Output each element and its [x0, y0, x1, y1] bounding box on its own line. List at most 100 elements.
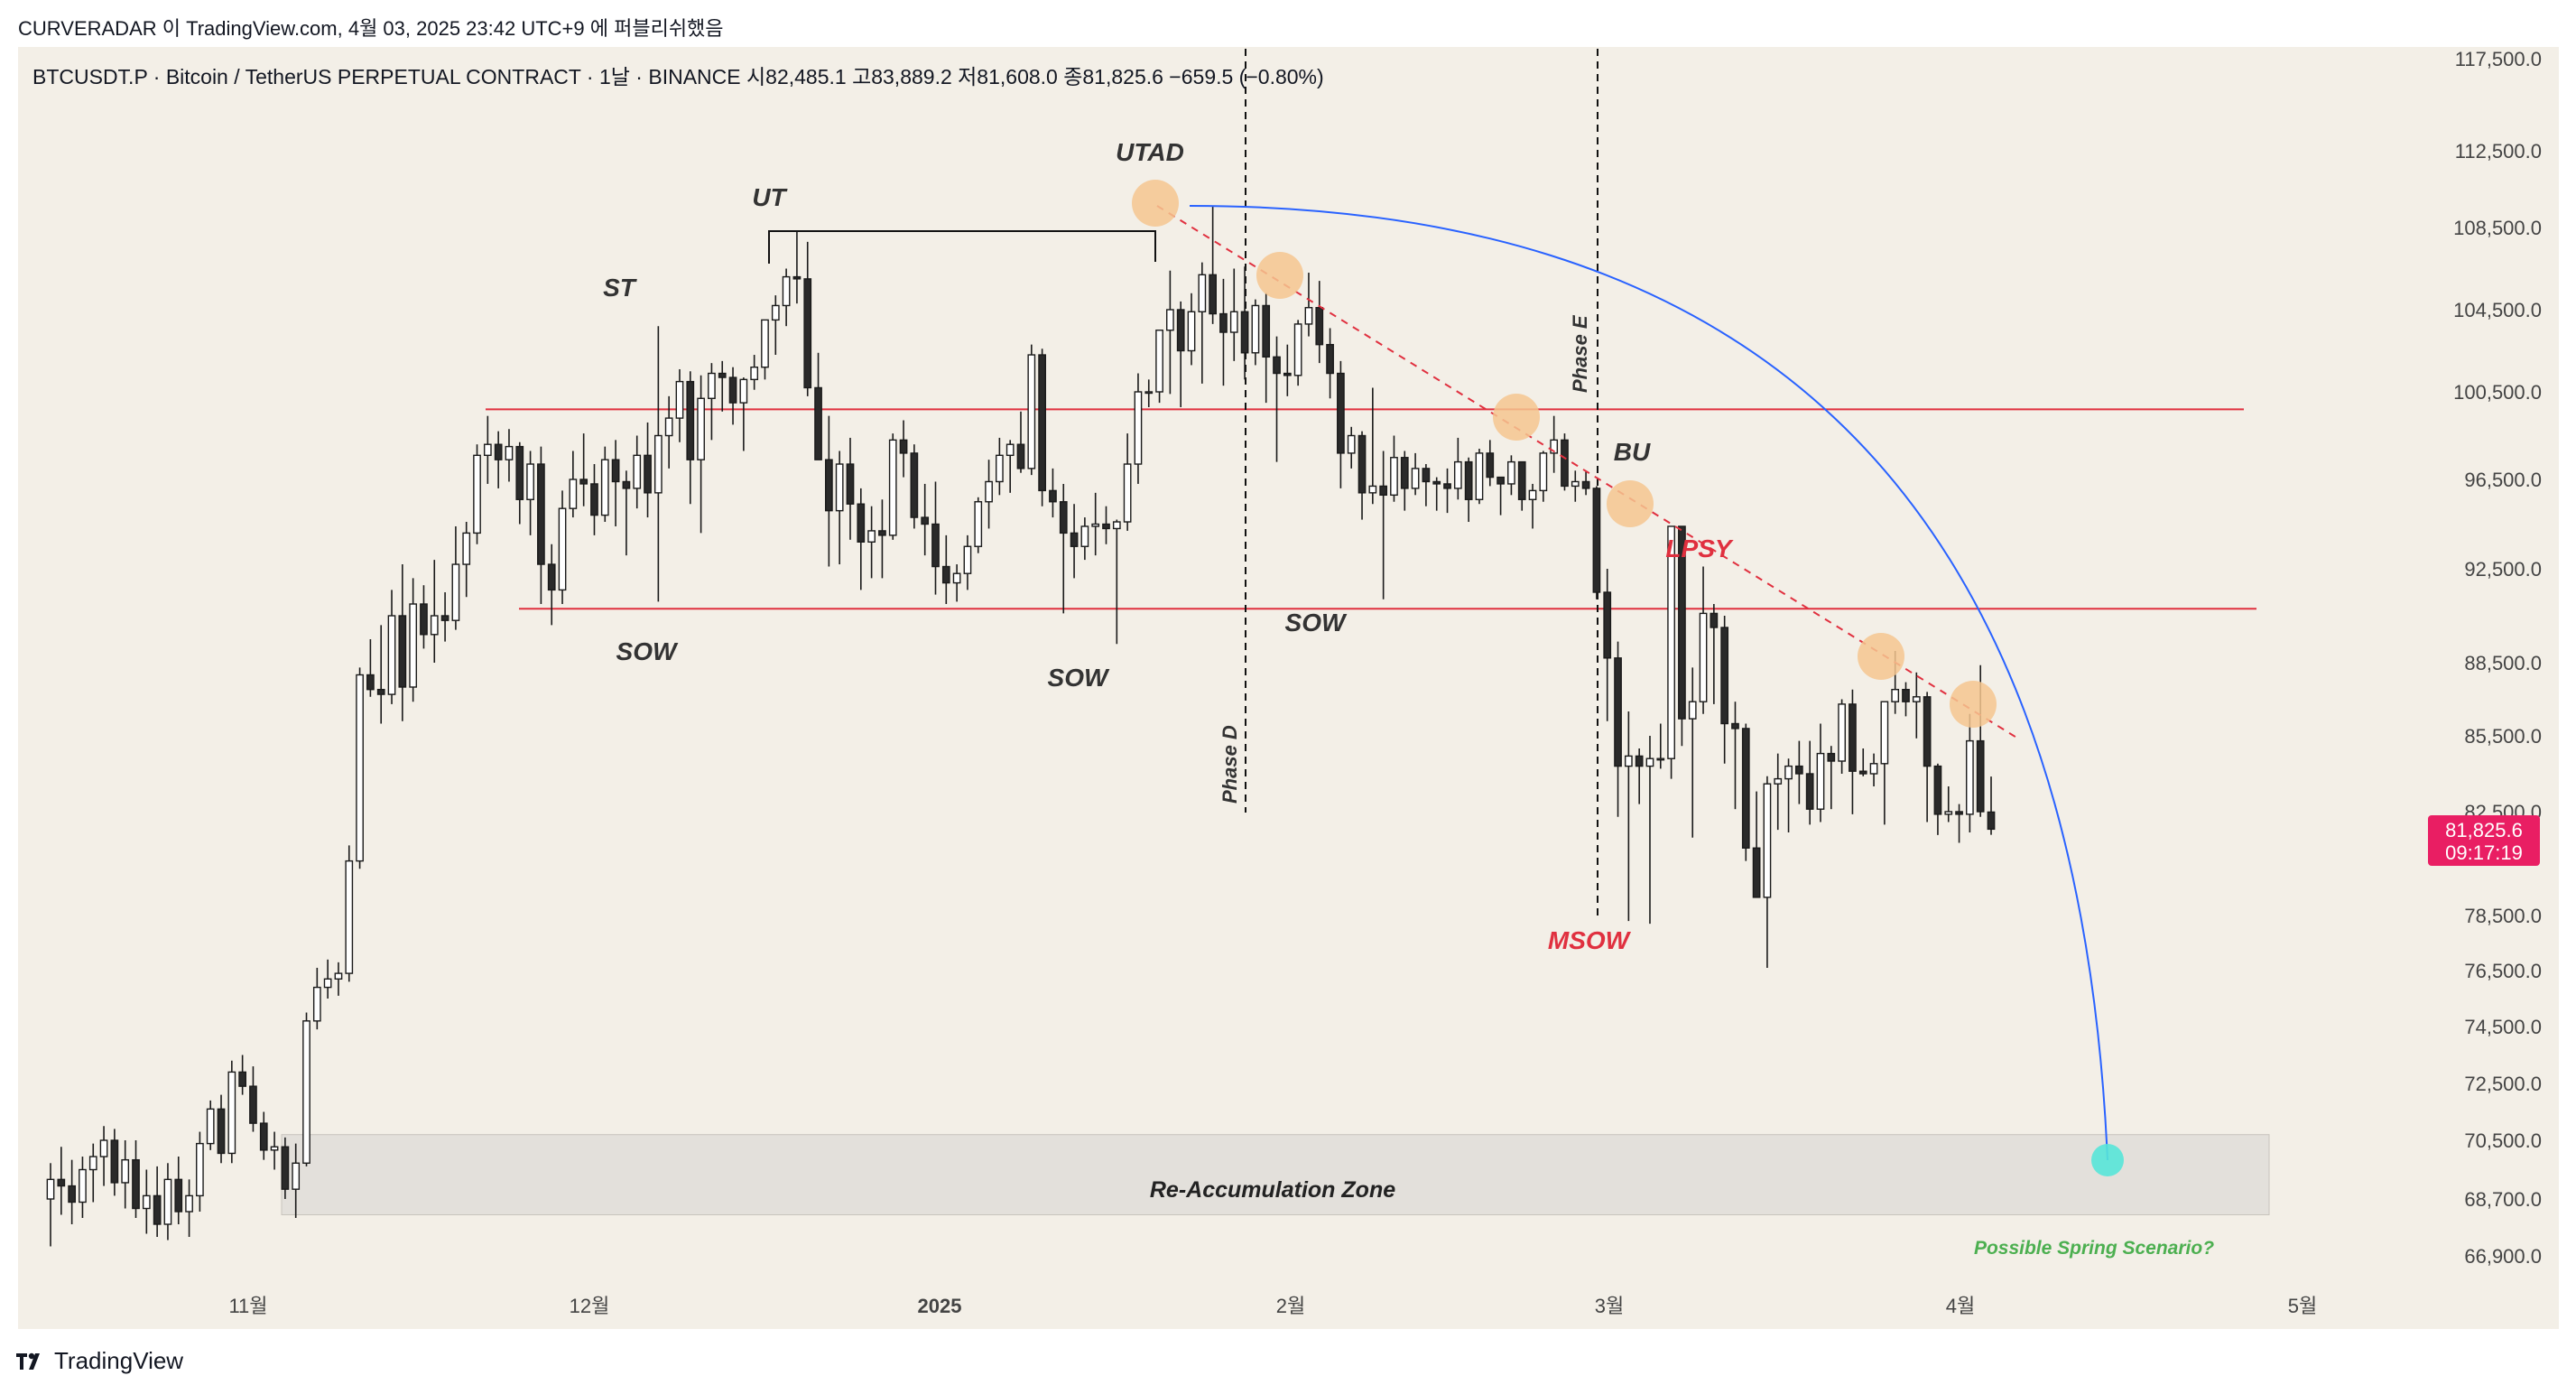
annotation-spring: Possible Spring Scenario?: [1974, 1238, 2214, 1259]
candle: [579, 433, 588, 506]
candle: [1912, 672, 1921, 739]
candle: [249, 1066, 257, 1132]
candle: [259, 1111, 268, 1160]
y-tick-label: 78,500.0: [2464, 905, 2542, 927]
candle: [974, 497, 983, 553]
candle: [1816, 723, 1825, 822]
annotation-ut: UT: [752, 183, 788, 211]
candle: [1038, 348, 1046, 506]
candle: [46, 1163, 55, 1247]
candle: [1187, 293, 1196, 366]
current-price-label: 81,825.6: [2445, 819, 2523, 841]
candle: [569, 451, 578, 518]
candle: [825, 415, 833, 567]
candle: [526, 451, 534, 535]
candle: [921, 483, 930, 556]
candle: [1849, 689, 1857, 814]
phase-e-label: Phase E: [1569, 314, 1591, 393]
candle: [1112, 519, 1121, 645]
candle: [1166, 270, 1174, 395]
candle: [728, 367, 737, 425]
candle: [1283, 344, 1292, 396]
candle: [515, 441, 524, 525]
candle: [1219, 278, 1228, 386]
candle: [88, 1143, 97, 1203]
candle: [1539, 451, 1548, 502]
y-tick-label: 112,500.0: [2455, 140, 2542, 163]
current-price-badge: 81,825.6 09:17:19: [2428, 815, 2540, 866]
y-axis[interactable]: 117,500.0 112,500.0 108,500.0 104,500.0 100,…: [2453, 48, 2542, 1268]
candle: [1752, 791, 1761, 898]
candle: [1016, 411, 1025, 473]
lpsy-highlight-1: [1256, 252, 1303, 299]
candle: [206, 1100, 215, 1150]
candle: [1688, 667, 1697, 838]
annotation-st: ST: [603, 274, 638, 302]
candlestick-series: [46, 206, 1996, 1247]
candle: [185, 1179, 193, 1237]
candle: [302, 1012, 310, 1166]
candle: [1486, 440, 1495, 487]
candle: [1496, 476, 1505, 516]
candle: [931, 481, 940, 595]
y-tick-label: 88,500.0: [2464, 652, 2542, 674]
candle: [1614, 641, 1622, 817]
candle: [1102, 506, 1110, 544]
candle: [1774, 753, 1783, 831]
candle: [110, 1129, 119, 1196]
candle: [451, 525, 460, 630]
candle: [686, 371, 695, 505]
candle: [1699, 566, 1708, 714]
candle: [1209, 206, 1217, 324]
candle: [1667, 525, 1675, 779]
candle: [1944, 786, 1953, 822]
candle: [227, 1060, 236, 1164]
candle: [644, 422, 652, 518]
tradingview-icon: [16, 1352, 40, 1370]
candle: [537, 446, 545, 604]
candle: [1656, 723, 1665, 769]
chart-title: BTCUSDT.P · Bitcoin / TetherUS PERPETUAL…: [32, 65, 1324, 88]
y-tick-label: 68,700.0: [2464, 1188, 2542, 1211]
candle: [1517, 460, 1526, 511]
candle: [323, 959, 332, 999]
candle: [1134, 373, 1143, 484]
tradingview-logo[interactable]: TradingView: [16, 1347, 183, 1375]
candle: [270, 1131, 279, 1170]
candle: [782, 268, 791, 327]
candle: [345, 845, 354, 982]
candle: [1422, 464, 1431, 506]
candle: [857, 488, 866, 590]
candle: [1251, 299, 1260, 366]
candle: [57, 1147, 66, 1215]
candle: [1795, 740, 1803, 804]
candle: [356, 667, 364, 869]
candle: [217, 1094, 226, 1164]
candle: [420, 585, 428, 649]
candle: [1678, 525, 1686, 747]
candle: [888, 433, 897, 540]
candle: [153, 1166, 162, 1237]
candle: [483, 415, 492, 484]
candle: [718, 360, 727, 412]
annotation-msow: MSOW: [1548, 926, 1632, 954]
candle: [398, 564, 407, 721]
utad-highlight: [1132, 180, 1179, 227]
candle: [1869, 753, 1878, 786]
candle: [1443, 468, 1451, 514]
candle: [430, 560, 439, 663]
candle: [697, 375, 705, 534]
candle: [558, 490, 567, 604]
candle: [1080, 517, 1089, 561]
candle: [473, 444, 481, 544]
candle: [440, 592, 449, 642]
y-tick-label: 96,500.0: [2464, 469, 2542, 491]
candle: [547, 544, 556, 626]
y-tick-label: 70,500.0: [2464, 1129, 2542, 1152]
candle: [409, 578, 418, 702]
x-axis[interactable]: 11월 12월 2025 2월 3월 4월 5월: [228, 1295, 2317, 1317]
candle: [1741, 723, 1750, 861]
annotation-sow-1: SOW: [616, 637, 679, 665]
candle: [1880, 701, 1889, 825]
